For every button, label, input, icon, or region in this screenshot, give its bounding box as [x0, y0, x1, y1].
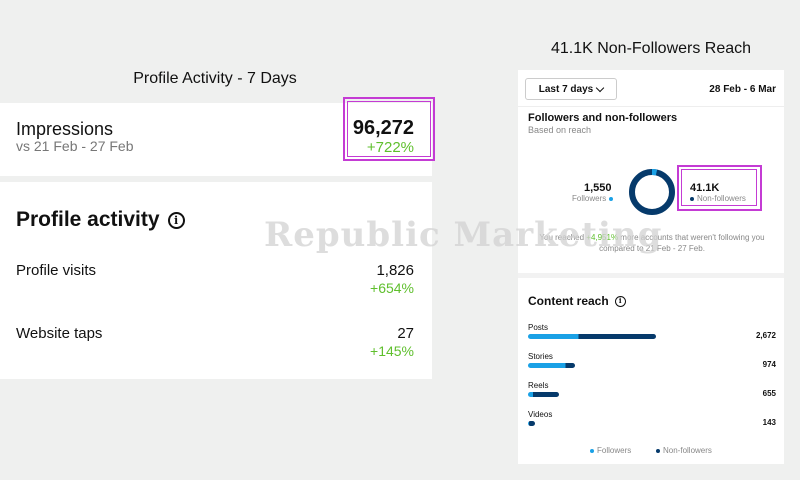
content-reach-title-text: Content reach: [528, 294, 609, 308]
content-reach-value: 143: [762, 418, 776, 427]
content-reach-label: Reels: [528, 381, 549, 390]
impressions-value: 96,272: [352, 117, 414, 139]
legend-followers: Followers: [590, 446, 631, 455]
impressions-comparison: vs 21 Feb - 27 Feb: [16, 138, 134, 154]
website-taps-label: Website taps: [16, 325, 103, 342]
impressions-highlight-box: [343, 97, 435, 161]
content-reach-title: Content reach i: [528, 294, 626, 308]
info-icon[interactable]: i: [167, 211, 185, 229]
followers-dot-icon: [590, 448, 594, 453]
reach-text-pre: You reached: [539, 233, 587, 242]
profile-visits-label: Profile visits: [16, 262, 97, 279]
chevron-down-icon: [595, 83, 605, 92]
profile-visits-change: +654%: [370, 280, 414, 296]
profile-activity-title: Profile activity i: [16, 208, 185, 232]
content-reach-label: Posts: [528, 323, 549, 332]
watermark-logo: Republic Marketing: [264, 215, 663, 255]
followers-label: Followers: [572, 194, 614, 203]
date-range-text: 28 Feb - 6 Mar: [709, 84, 776, 95]
content-reach-bar: [528, 421, 535, 426]
nonfollowers-dot-icon: [690, 196, 694, 201]
nonfollowers-dot-icon: [656, 448, 660, 453]
nonfollowers-highlight-box: [677, 165, 762, 211]
reach-text-post: more accounts that weren't following you…: [599, 233, 765, 253]
donut-nonfollowers-arc: [629, 169, 675, 215]
profile-activity-heading: Profile Activity - 7 Days: [133, 70, 297, 87]
date-range-dropdown[interactable]: Last 7 days: [525, 78, 617, 100]
impressions-highlight-box-inner: [347, 101, 431, 157]
website-taps-value: 27: [397, 325, 414, 342]
website-taps-change: +145%: [370, 343, 414, 359]
content-reach-label: Stories: [528, 352, 553, 361]
info-icon[interactable]: i: [614, 295, 626, 307]
donut-followers-arc: [629, 169, 675, 215]
followers-donut-chart: [629, 169, 675, 215]
nonfollowers-highlight-box-inner: [681, 169, 757, 206]
legend-followers-label: Followers: [597, 446, 632, 455]
content-reach-bar: [528, 392, 560, 397]
followers-label-text: Followers: [572, 194, 607, 203]
impressions-card: Impressions 96,272 +722%: [0, 103, 432, 176]
profile-visits-value: 1,826: [376, 262, 414, 279]
impressions-change: +722%: [366, 139, 414, 156]
date-range-dropdown-label: Last 7 days: [538, 83, 594, 95]
nonfollowers-label: Non-followers: [690, 194, 746, 203]
insights-panel: Last 7 days 28 Feb - 6 Mar Followers and…: [518, 70, 784, 464]
content-reach-value: 974: [762, 360, 776, 369]
divider: [518, 106, 784, 107]
legend-nonfollowers-label: Non-followers: [663, 446, 712, 455]
profile-activity-title-text: Profile activity: [16, 208, 160, 231]
nonfollowers-label-text: Non-followers: [697, 194, 746, 203]
content-reach-bar: [528, 363, 575, 368]
followers-nonfollowers-title: Followers and non-followers: [528, 112, 678, 124]
legend-nonfollowers: Non-followers: [656, 446, 712, 455]
content-reach-value: 2,672: [755, 331, 776, 340]
content-reach-bar: [528, 334, 656, 339]
reach-text-pct: +4,951%: [586, 233, 619, 242]
profile-activity-card: Profile activity i Profile visits 1,826 …: [0, 182, 432, 379]
content-reach-label: Videos: [528, 410, 553, 419]
followers-value: 1,550: [584, 182, 612, 194]
non-followers-reach-heading: 41.1K Non-Followers Reach: [550, 40, 752, 57]
section-divider: [518, 273, 784, 278]
nonfollowers-value: 41.1K: [690, 182, 720, 194]
content-reach-value: 655: [762, 389, 776, 398]
reach-comparison-text: You reached +4,951% more accounts that w…: [532, 232, 772, 254]
impressions-label: Impressions: [16, 119, 114, 139]
followers-dot-icon: [609, 196, 614, 201]
followers-nonfollowers-subtitle: Based on reach: [528, 125, 592, 135]
